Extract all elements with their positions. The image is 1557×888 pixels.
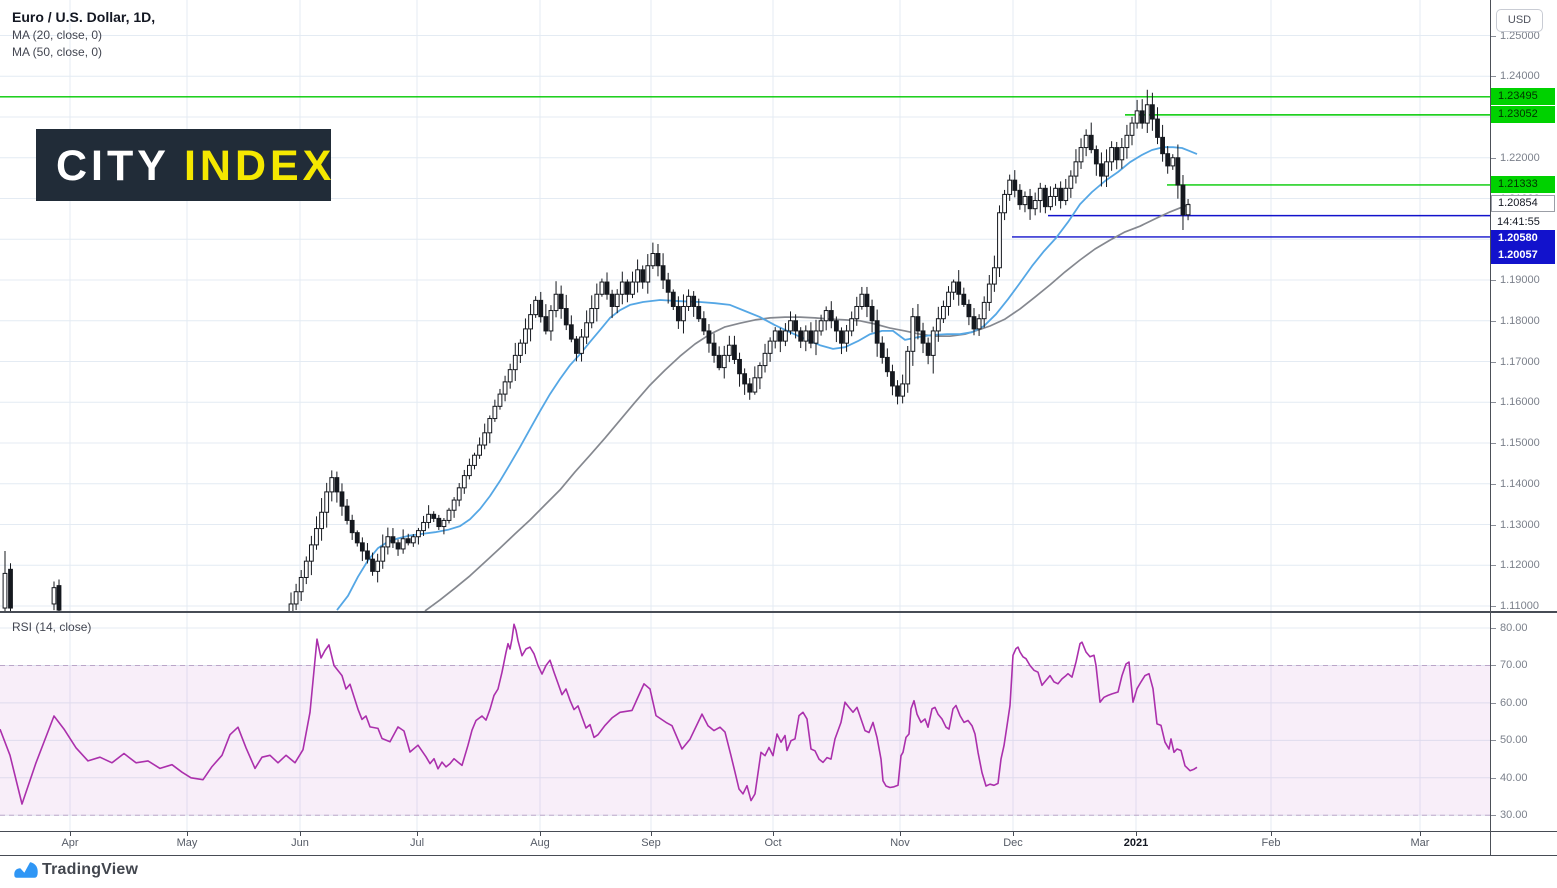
price-tick-mark xyxy=(1491,35,1496,37)
moving-averages xyxy=(336,146,1198,612)
time-tick-mark xyxy=(1271,832,1272,836)
horizontal-level-lines xyxy=(0,96,1490,238)
time-axis-bottom-border xyxy=(0,855,1557,856)
price-tick-label: 1.19000 xyxy=(1500,274,1540,286)
price-tick-label: 1.22000 xyxy=(1500,151,1540,164)
time-tick-mark xyxy=(187,832,188,836)
rsi-tick-mark xyxy=(1491,628,1496,629)
price-tick-label: 1.11000 xyxy=(1500,600,1539,612)
time-axis-label: Apr xyxy=(61,837,79,849)
level-price-label: 1.23052 xyxy=(1491,106,1555,123)
time-tick-mark xyxy=(70,832,71,836)
time-axis-label: May xyxy=(176,837,198,849)
price-tick-mark xyxy=(1491,606,1496,607)
price-tick-mark xyxy=(1491,157,1496,159)
ma50-legend[interactable]: MA (50, close, 0) xyxy=(12,45,103,59)
price-axis-border xyxy=(1490,0,1491,855)
time-tick-mark xyxy=(540,832,541,836)
time-axis-label: Oct xyxy=(764,837,782,849)
rsi-tick-label: 30.00 xyxy=(1500,809,1528,822)
current-price-label: 1.20854 xyxy=(1491,195,1555,212)
price-tick-label: 1.16000 xyxy=(1500,396,1540,409)
rsi-tick-label: 80.00 xyxy=(1500,622,1528,634)
currency-toggle-button[interactable]: USD xyxy=(1496,9,1543,32)
rsi-tick-label: 60.00 xyxy=(1500,696,1528,709)
time-axis-label: Jun xyxy=(291,837,309,849)
footer-bar: TradingView xyxy=(0,856,1557,888)
time-axis-label: Jul xyxy=(409,837,425,849)
price-tick-label: 1.24000 xyxy=(1500,70,1540,83)
gridlines xyxy=(0,0,1490,831)
legend: Euro / U.S. Dollar, 1D, MA (20, close, 0… xyxy=(12,8,155,61)
time-tick-mark xyxy=(300,832,301,836)
price-tick-label: 1.18000 xyxy=(1500,314,1540,327)
rsi-tick-label: 50.00 xyxy=(1500,734,1528,747)
price-tick-mark xyxy=(1491,76,1496,78)
price-axis[interactable]: 1.250001.240001.230001.220001.210001.200… xyxy=(1490,0,1557,855)
price-tick-label: 1.17000 xyxy=(1500,355,1540,368)
price-tick-mark xyxy=(1491,402,1496,404)
time-axis-top-border xyxy=(0,831,1557,832)
time-axis-label: Sep xyxy=(641,837,661,849)
level-price-label: 1.23495 xyxy=(1491,88,1555,105)
rsi-tick-mark xyxy=(1491,665,1496,667)
rsi-tick-label: 40.00 xyxy=(1500,771,1528,784)
rsi-pane-drawing xyxy=(0,623,1490,816)
price-tick-mark xyxy=(1491,361,1496,363)
watermark-index: INDEX xyxy=(184,142,335,190)
city-index-watermark: CITY INDEX xyxy=(36,129,335,201)
bar-countdown-label: 14:41:55 xyxy=(1491,215,1555,230)
candlestick-series xyxy=(2,89,1191,612)
time-tick-mark xyxy=(1013,832,1014,836)
time-axis[interactable]: Apr May Jun Jul Aug Sep Oct Nov Dec 2021 Feb Mar xyxy=(0,832,1557,855)
price-tick-mark xyxy=(1491,320,1496,322)
pane-separator[interactable] xyxy=(0,611,1557,613)
time-axis-label: 2021 xyxy=(1123,837,1149,849)
time-tick-mark xyxy=(1136,832,1137,836)
level-price-label: 1.20580 xyxy=(1491,230,1555,247)
price-tick-mark xyxy=(1491,483,1496,485)
ma20-legend[interactable]: MA (20, close, 0) xyxy=(12,28,103,42)
price-tick-label: 1.13000 xyxy=(1500,518,1540,531)
time-tick-mark xyxy=(900,832,901,836)
price-tick-label: 1.14000 xyxy=(1500,477,1540,490)
time-axis-label: Feb xyxy=(1261,837,1281,849)
symbol-title[interactable]: Euro / U.S. Dollar, 1D, xyxy=(12,9,156,25)
rsi-tick-label: 70.00 xyxy=(1500,659,1528,672)
watermark-city: CITY xyxy=(56,142,170,190)
price-tick-mark xyxy=(1491,443,1496,444)
tradingview-brand-text: TradingView xyxy=(42,861,139,878)
price-tick-label: 1.15000 xyxy=(1500,437,1540,449)
price-tick-mark xyxy=(1491,524,1496,526)
tradingview-cloud-icon xyxy=(14,862,38,878)
level-price-label: 1.20057 xyxy=(1491,247,1555,264)
time-tick-mark xyxy=(773,832,774,836)
rsi-tick-mark xyxy=(1491,740,1496,742)
level-price-label: 1.21333 xyxy=(1491,176,1555,193)
time-axis-label: Mar xyxy=(1410,837,1430,849)
rsi-tick-mark xyxy=(1491,815,1496,817)
tradingview-logo[interactable]: TradingView xyxy=(14,860,138,880)
time-tick-mark xyxy=(1420,832,1421,836)
time-tick-mark xyxy=(417,832,418,836)
rsi-tick-mark xyxy=(1491,702,1496,704)
rsi-legend[interactable]: RSI (14, close) xyxy=(12,620,92,634)
price-tick-label: 1.25000 xyxy=(1500,29,1540,42)
time-axis-label: Aug xyxy=(530,837,550,849)
price-tick-mark xyxy=(1491,565,1496,567)
price-tick-mark xyxy=(1491,280,1496,281)
rsi-tick-mark xyxy=(1491,777,1496,779)
time-axis-label: Nov xyxy=(890,837,910,849)
chart-canvas[interactable]: CITY INDEX xyxy=(0,0,1490,832)
time-axis-label: Dec xyxy=(1003,837,1023,849)
price-tick-label: 1.12000 xyxy=(1500,559,1540,572)
time-tick-mark xyxy=(651,832,652,836)
